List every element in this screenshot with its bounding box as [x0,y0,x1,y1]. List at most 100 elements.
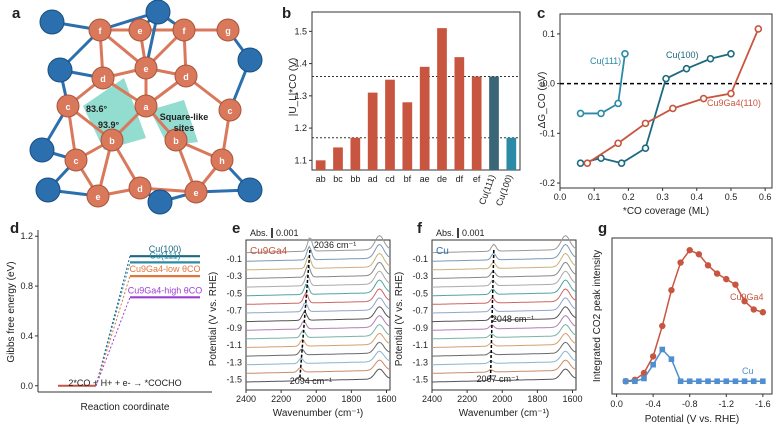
xtick-label: 1800 [527,394,547,404]
xlabel-e: Wavenumber (cm⁻¹) [273,408,363,419]
panel-label-d: d [10,220,19,237]
potential-label: -1.1 [226,340,242,350]
peak-annotation: 2048 cm⁻¹ [492,314,534,324]
site-letter: f [183,26,187,36]
data-point [649,353,657,360]
peak-annotation: 2094 cm⁻¹ [290,376,332,386]
site-letter: c [65,102,70,112]
spectra-title: Cu [436,246,449,257]
spectrum-line [246,306,391,323]
data-point [723,275,730,283]
xtick-label: 0.6 [759,192,772,202]
data-point [686,378,693,385]
ytick-label: 0.0 [20,381,33,391]
data-point [682,64,691,73]
bar-ef [471,76,482,170]
panel-label-f: f [417,220,423,237]
spectrum-line [431,243,577,262]
bar-bf [402,102,413,170]
site-letter: d [137,184,143,194]
ytick-label: 1.5 [294,26,307,36]
data-point [699,94,708,103]
site-letter: f [99,26,103,36]
region-label: Square-like [160,112,209,122]
data-point [686,246,693,254]
xtick-label: 2000 [306,394,326,404]
ytick-label: 0.8 [20,281,33,291]
data-point [727,49,735,58]
state-label: Cu9Ga4-low θCO [129,264,200,274]
cu-atom [174,64,198,88]
peak-annotation: 2036 cm⁻¹ [314,240,356,250]
data-point [614,139,622,148]
ytick-label: 1.1 [294,155,307,165]
xtick-label: -1.6 [755,399,771,409]
data-point [750,306,757,313]
spectrum-line [245,288,391,305]
scale-label: Abs. [436,228,454,238]
cu-atom [210,148,234,172]
potential-label: -1.5 [226,375,242,385]
spectrum-line [432,368,577,383]
plot-frame-g [611,237,773,395]
site-letter: d [183,72,189,82]
data-point [640,369,648,377]
ga-atom [35,177,61,203]
potential-label: -0.9 [226,323,242,333]
data-point [622,378,629,385]
spectrum-line [246,332,391,348]
spectrum-line [432,235,577,254]
cu-atom [128,176,152,200]
ytick-label: 1.3 [294,91,307,101]
data-point [723,378,730,385]
ytick-label: 0.4 [20,331,33,341]
ga-atom [237,177,263,203]
data-point [760,378,766,385]
spectrum-line [245,279,391,297]
cu-atom [86,184,110,208]
xtick-label: ae [420,174,430,184]
data-point [668,356,675,362]
spectrum-line [432,306,577,323]
data-point [641,375,647,382]
potential-label: -1.5 [412,375,428,385]
series-line-Cu9Ga4 [625,249,764,382]
xtick-label: 0.5 [725,192,738,202]
bar-df [454,57,465,171]
spectrum-line [246,270,391,288]
data-point [750,378,757,385]
data-point [713,270,721,277]
spectrum-line [246,341,391,357]
spectrum-line [431,279,577,297]
data-point [754,25,763,33]
potential-label: -0.7 [226,306,242,316]
data-point [732,378,739,385]
scale-value: 0.001 [276,228,299,238]
site-letter: a [143,102,149,112]
ylabel-e: Potential (V vs. RHE) [208,272,219,366]
xtick-label: 0.4 [691,192,704,202]
spectrum-line [432,297,577,314]
site-letter: e [193,188,198,198]
site-letter: h [219,156,225,166]
cu-atom [56,94,80,118]
cu-atom [184,180,208,204]
data-point [614,99,622,108]
site-letter: b [173,136,179,146]
xtick-label: 2400 [422,394,442,404]
xtick-label: 2400 [236,394,256,404]
site-letter: e [137,26,142,36]
ytick-label: 1.2 [294,123,307,133]
data-point [677,378,684,385]
data-point [641,119,650,128]
state-label: Cu(100) [149,244,182,254]
xtick-label: 0.2 [622,192,635,202]
cu-atom [172,18,196,42]
data-point [659,346,666,353]
xtick-label: bc [333,174,343,184]
xtick-label: ad [368,174,378,184]
bar-bc [333,147,343,170]
data-point [677,259,684,266]
site-letter: e [143,64,148,74]
connector-line [95,262,131,386]
